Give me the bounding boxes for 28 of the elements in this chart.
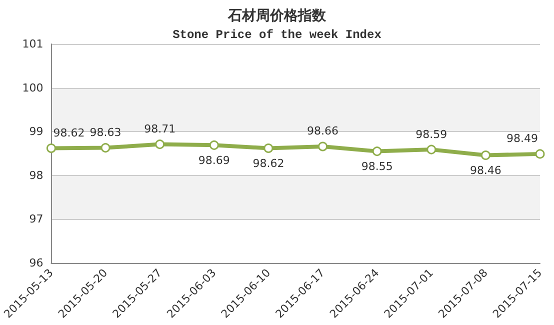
data-label: 98.46 <box>470 164 502 177</box>
data-label: 98.66 <box>307 124 339 138</box>
point <box>100 143 110 153</box>
data-label: 98.63 <box>90 126 122 140</box>
data-label: 98.62 <box>53 126 85 140</box>
point <box>155 140 165 150</box>
y-tick-label: 101 <box>22 38 44 50</box>
point <box>480 150 490 160</box>
point <box>318 142 328 152</box>
chart-title: 石材周价格指数 <box>227 8 327 24</box>
data-label: 98.55 <box>361 160 393 174</box>
data-label: 98.71 <box>144 122 176 136</box>
data-label: 98.62 <box>252 156 284 170</box>
y-tick-label: 100 <box>22 81 44 94</box>
point <box>535 149 545 159</box>
chart-subtitle: Stone Price of the week Index <box>172 28 382 42</box>
y-tick-label: 96 <box>29 256 44 270</box>
data-label: 98.49 <box>506 132 538 146</box>
y-tick-label: 97 <box>29 212 44 226</box>
point <box>209 140 219 150</box>
point <box>46 143 56 153</box>
data-label: 98.59 <box>416 128 448 141</box>
y-tick-label: 99 <box>29 125 44 138</box>
data-label: 98.69 <box>198 154 230 167</box>
point <box>372 146 382 156</box>
y-tick-label: 98 <box>29 168 44 182</box>
point <box>426 144 436 154</box>
point <box>264 143 274 153</box>
